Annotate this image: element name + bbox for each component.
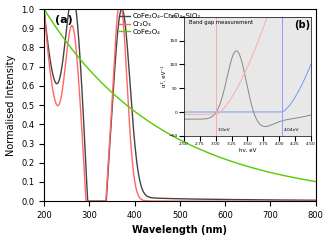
CoFe₂O₄ bbox=[308, 179, 312, 182]
CoFe₂O₄ bbox=[42, 8, 46, 11]
CoFe₂O₄–Cr₂O₃–SiO₂ bbox=[146, 195, 150, 198]
CoFe₂O₄ bbox=[158, 127, 162, 130]
Line: CoFe₂O₄: CoFe₂O₄ bbox=[44, 9, 316, 181]
Y-axis label: Normalised Intensity: Normalised Intensity bbox=[6, 54, 15, 156]
Cr₂O₃ bbox=[158, 200, 162, 202]
Legend: CoFe₂O₄–Cr₂O₃–SiO₂, Cr₂O₃, CoFe₂O₄: CoFe₂O₄–Cr₂O₃–SiO₂, Cr₂O₃, CoFe₂O₄ bbox=[116, 11, 203, 38]
Cr₂O₃ bbox=[279, 200, 283, 203]
CoFe₂O₄–Cr₂O₃–SiO₂ bbox=[314, 199, 317, 202]
CoFe₂O₄–Cr₂O₃–SiO₂ bbox=[73, 2, 77, 5]
Cr₂O₃ bbox=[118, 0, 122, 2]
Cr₂O₃ bbox=[146, 200, 150, 202]
CoFe₂O₄–Cr₂O₃–SiO₂ bbox=[42, 8, 46, 11]
Line: CoFe₂O₄–Cr₂O₃–SiO₂: CoFe₂O₄–Cr₂O₃–SiO₂ bbox=[44, 0, 316, 201]
Line: Cr₂O₃: Cr₂O₃ bbox=[44, 0, 316, 201]
Cr₂O₃ bbox=[314, 200, 317, 203]
CoFe₂O₄ bbox=[279, 174, 283, 176]
Cr₂O₃ bbox=[42, 8, 46, 11]
CoFe₂O₄–Cr₂O₃–SiO₂ bbox=[86, 200, 89, 203]
Cr₂O₃ bbox=[84, 200, 88, 203]
CoFe₂O₄–Cr₂O₃–SiO₂ bbox=[89, 200, 93, 203]
CoFe₂O₄ bbox=[314, 180, 317, 183]
X-axis label: Wavelength (nm): Wavelength (nm) bbox=[132, 225, 227, 235]
CoFe₂O₄–Cr₂O₃–SiO₂ bbox=[158, 197, 162, 200]
Cr₂O₃ bbox=[308, 200, 312, 203]
CoFe₂O₄–Cr₂O₃–SiO₂ bbox=[279, 199, 283, 201]
Cr₂O₃ bbox=[73, 37, 77, 40]
Cr₂O₃ bbox=[89, 200, 93, 203]
CoFe₂O₄–Cr₂O₃–SiO₂ bbox=[308, 199, 312, 202]
CoFe₂O₄ bbox=[89, 70, 93, 73]
CoFe₂O₄ bbox=[146, 120, 150, 122]
CoFe₂O₄ bbox=[73, 52, 77, 54]
Text: (a): (a) bbox=[55, 15, 73, 25]
